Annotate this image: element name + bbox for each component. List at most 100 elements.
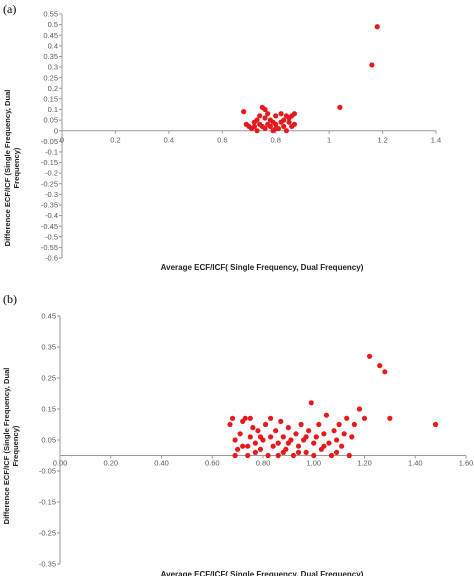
data-point [293,431,299,437]
data-point [252,440,258,446]
data-point [285,425,291,431]
y-tick-label: 0 [54,126,58,135]
data-point [265,111,271,117]
x-tick-label: 0.60 [205,459,220,468]
y-tick-label: 0.2 [48,84,58,93]
data-point [273,113,279,119]
y-tick-label: 0.35 [43,52,58,61]
scatter-chart-b: 0.45 0.35 0.25 0.15 0.05 -0.05 -0.15 -0.25 -0.35… [2,312,473,576]
x-tick-label: 1.20 [357,459,372,468]
data-point [270,443,276,449]
data-point [257,446,264,452]
y-tick-label: 0.5 [48,20,58,29]
data-point [321,443,327,449]
data-point [229,415,236,421]
x-tick-label: 1.00 [306,459,321,468]
y-tick-label: -0.05 [39,467,56,476]
chart-panel-b: (b) 0.45 0.35 0.25 0.15 0.05 -0.05 -0.15 -0.25 -… [0,288,474,576]
data-point [281,117,287,123]
data-point [283,446,289,452]
data-point [257,113,263,119]
data-point [257,434,264,440]
data-point [286,119,292,125]
y-tick-label: -0.45 [41,222,58,231]
x-axis-title: Average ECF/ICF( Single Frequency, Dual … [161,263,364,272]
data-point [278,418,284,424]
data-point [295,449,302,455]
data-point [432,421,439,428]
x-tick-label: 0.4 [164,136,174,145]
data-point [382,369,388,375]
y-tick-label: 0.35 [41,343,56,352]
y-axis-title-line: Difference ECF/ICF (Single Frequency, Du… [2,368,11,525]
data-point [323,412,330,418]
data-point [262,115,268,121]
data-point [267,123,273,130]
data-point [346,452,352,459]
data-point [262,125,268,132]
data-point [232,437,238,443]
y-tick-label: -0.15 [39,498,56,507]
y-tick-label: 0.55 [43,10,58,19]
data-point [268,415,274,421]
x-tick-label: 0.8 [270,136,280,145]
data-point [227,421,233,428]
data-point [273,428,279,434]
y-tick-label: -0.4 [45,211,58,220]
data-point [339,443,345,449]
x-tick-label: 0.6 [217,136,227,145]
data-point [369,62,375,68]
data-point [235,446,241,452]
y-tick-label: 0.05 [43,116,58,125]
y-tick-label: 0.1 [48,105,58,114]
y-tick-label: 0.45 [41,312,56,321]
data-point [361,415,368,421]
y-tick-label: -0.05 [41,137,58,146]
data-point [247,434,253,440]
y-tick-label: 0.25 [43,73,58,82]
data-point [308,400,314,406]
data-point [254,128,260,134]
x-tick-label: 1 [327,136,331,145]
data-point [254,117,260,123]
scatter-chart-a: 0.550.50.450.40.350.30.250.20.150.10.050… [3,10,441,272]
y-tick-label: -0.2 [45,169,58,178]
data-point [245,452,251,459]
data-point [275,452,281,459]
y-axis-title-line: Frequency) [12,147,21,188]
data-point [331,428,337,434]
data-point [313,434,319,440]
y-axis-title-line: Frequency) [11,425,20,466]
y-tick-label: -0.55 [41,243,58,252]
data-point [328,452,335,459]
y-tick-label: -0.25 [39,529,56,538]
data-point [250,425,256,431]
y-axis-title-line: Difference ECF/ICF (Single Frequency, Du… [3,90,12,247]
x-axis-title: Average ECF/ICF( Single Frequency, Dual … [161,570,364,576]
x-tick-label: 1.4 [431,136,441,145]
data-point [321,431,327,437]
x-tick-label: 0.00 [53,459,68,468]
data-point [316,421,322,428]
y-tick-label: -0.6 [45,254,58,263]
y-tick-label: -0.25 [41,179,58,188]
data-point [333,437,340,443]
y-tick-label: 0.45 [43,31,58,40]
data-point [273,125,279,132]
data-point [356,406,363,412]
data-point [306,428,312,434]
data-point [344,415,350,421]
data-point [333,449,340,455]
x-tick-label: 0 [60,136,64,145]
data-point [290,452,297,459]
y-tick-label: 0.15 [41,405,56,414]
data-point [291,111,298,117]
data-point [232,452,238,459]
x-tick-label: 1.40 [408,459,423,468]
data-point [251,123,257,130]
y-tick-label: -0.15 [41,158,58,167]
data-point [247,415,253,421]
data-point [298,421,304,428]
data-point [311,440,317,446]
y-tick-label: -0.3 [45,190,58,199]
